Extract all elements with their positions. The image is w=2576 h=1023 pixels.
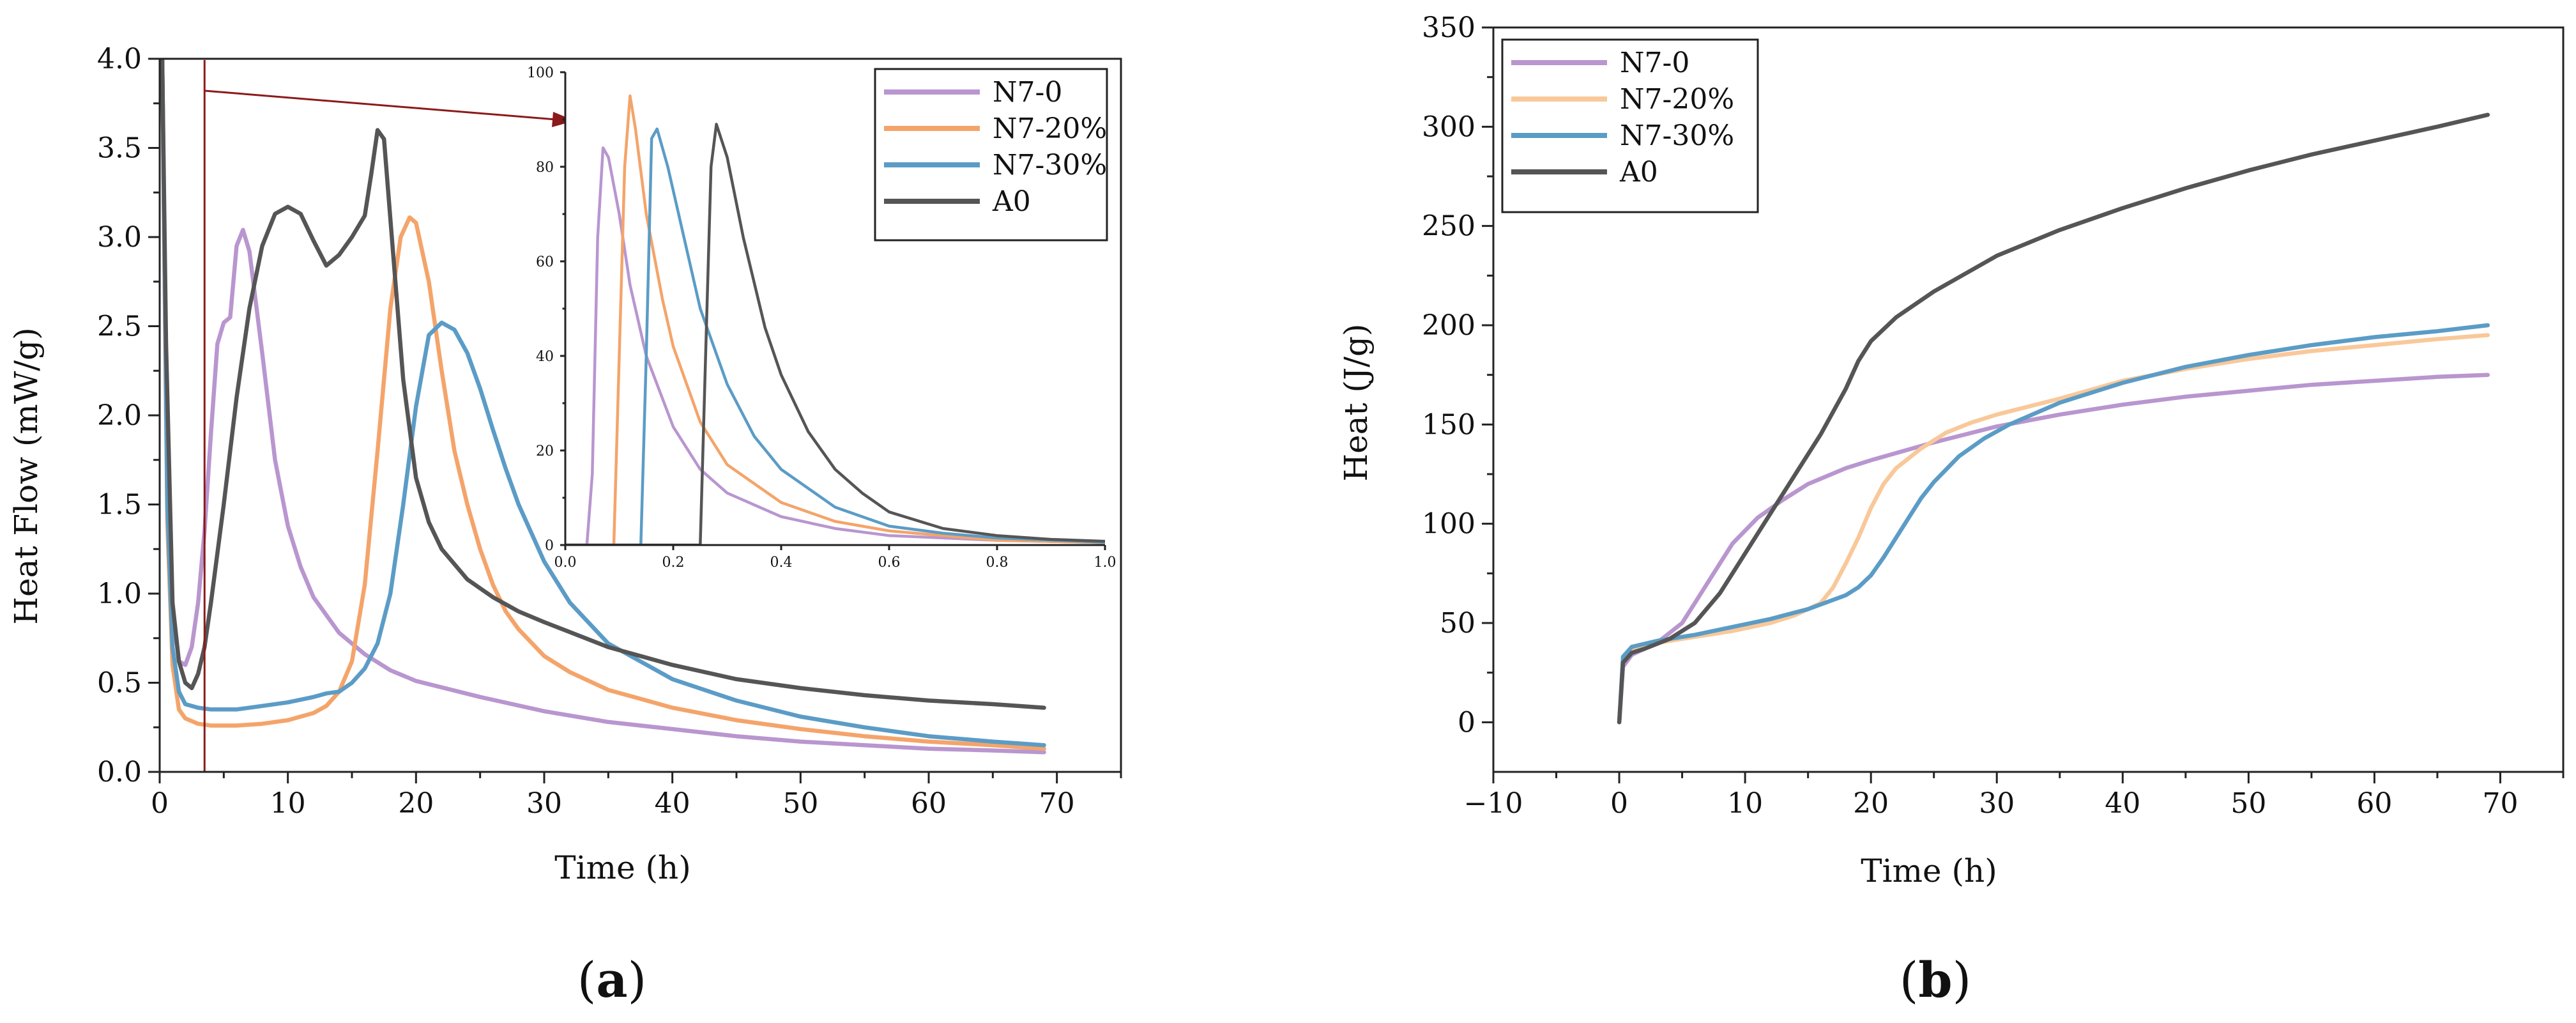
panel-b-chart: Heat (J/g) Time (h) −10 0 10 20 30 40 50 60 70 0 5… [1338,12,2565,1008]
panel-a-inset-x-tick-label: 0.4 [770,555,793,571]
panel-a-zoom-arrow [204,89,556,121]
panel-a-inset-series-a0 [565,123,1105,545]
panel-a-y-tick-label: 1.0 [97,578,142,610]
panel-a-x-tick-label: 70 [1039,787,1075,820]
panel-a-y-tick-label: 1.5 [97,489,142,521]
panel-b-x-tick-label: 30 [1979,787,2015,820]
panel-a-series-a0 [160,59,1046,710]
panel-a-series-n7-30pct [160,59,1046,748]
panel-b-x-tick-label: 10 [1727,787,1763,820]
panel-a-inset-y-tick-label: 40 [536,349,554,365]
panel-a-x-tick-label: 60 [911,787,947,820]
panel-a-inset-x-tick-label: 0.6 [878,555,901,571]
panel-b-series-n7-20pct [1617,333,2490,725]
panel-b-y-tick-label: 100 [1422,508,1475,541]
panel-a-y-tick-label: 0.0 [97,756,142,788]
panel-a-x-tick-label: 0 [151,787,169,820]
panel-b-x-axis-title: Time (h) [1861,852,1997,889]
panel-a-inset-y-tick-label: 60 [536,254,554,270]
panel-b-y-tick-label: 50 [1440,607,1475,640]
panel-b-series-n7-0 [1617,373,2490,725]
panel-a-inset-y-tick-label: 20 [536,443,554,459]
panel-a-inset-x-tick-label: 0.0 [554,555,577,571]
panel-a-y-tick-label: 2.0 [97,399,142,432]
panel-b-x-tick-label: 20 [1853,787,1889,820]
panel-b-x-tick-label: 0 [1610,787,1628,820]
panel-b-series-n7-30pct [1617,323,2490,725]
panel-a-axis-ticks: 0 10 20 30 40 50 60 70 0.0 0.5 1.0 1.5 2.0 2.5 3.0 3.5 4… [97,43,1122,820]
panel-b-y-tick-label: 150 [1422,408,1475,441]
panel-b-y-tick-label: 0 [1458,706,1475,739]
panel-a-legend: N7-0N7-20% N7-30% A0 [874,68,1108,242]
panel-a-legend-label-n7-20pct: N7-20% [993,112,1107,145]
panel-a-y-axis-title: Heat Flow (mW/g) [8,327,45,624]
panel-b-legend-label-n7-0: N7-0 [1620,47,1689,79]
panel-a-legend-label-n7-30pct: N7-30% [993,149,1107,181]
panel-b-series-group [1617,112,2490,725]
panel-b-x-tick-label: 70 [2482,787,2518,820]
panel-a-inset-y-tick-label: 0 [545,538,554,554]
panel-a-y-tick-label: 2.5 [97,311,142,343]
panel-b-y-axis-title: Heat (J/g) [1338,324,1375,482]
panel-a-legend-box [874,68,1108,242]
panel-a-label: (a) [577,951,647,1008]
panel-a-y-tick-label: 4.0 [97,43,142,75]
panel-b-x-tick-label: 60 [2356,787,2392,820]
panel-b-y-tick-label: 300 [1422,111,1475,143]
panel-a-y-tick-label: 3.0 [97,221,142,254]
panel-b-legend: N7-0 N7-20%N7-30% A0 [1501,38,1759,213]
panel-b-y-tick-label: 350 [1422,12,1475,44]
panel-b-series-a0 [1617,112,2490,725]
panel-a-series-n7-0 [160,59,1046,755]
panel-b-y-tick-label: 250 [1422,210,1475,243]
panel-a-inset-series-n7-30pct [565,127,1105,545]
panel-b-axis-ticks: −10 0 10 20 30 40 50 60 70 0 50 100 150 200 250 300 350 [1422,12,2565,820]
panel-b-y-tick-label: 200 [1422,309,1475,342]
panel-a-inset-series-group [565,94,1105,545]
panel-b-x-tick-label: 50 [2230,787,2266,820]
panel-b-x-tick-label: 40 [2105,787,2140,820]
panel-b-legend-label-n7-30pct: N7-30% [1620,119,1734,152]
panel-a-x-tick-label: 30 [526,787,562,820]
panel-b-legend-box [1501,38,1759,213]
panel-a-y-tick-label: 0.5 [97,667,142,700]
panel-a-chart: Heat Flow (mW/g) Time (h) 0 10 20 30 40 50 60 7… [8,43,1122,1008]
panel-a-x-tick-label: 20 [398,787,434,820]
panel-b-legend-label-n7-20pct: N7-20% [1620,83,1734,116]
panel-a-x-tick-label: 10 [270,787,306,820]
panel-a-x-tick-label: 50 [782,787,818,820]
panel-b-legend-label-a0: A0 [1619,156,1658,188]
panel-a-series-n7-20pct [160,59,1046,751]
panel-a-inset-series-n7-20pct [565,94,1105,545]
panel-a-x-tick-label: 40 [655,787,690,820]
panel-a-inset-x-tick-label: 0.8 [986,555,1009,571]
panel-a-legend-label-a0: A0 [992,185,1031,218]
panel-a-series-group [160,59,1046,755]
panel-b-x-tick-label: −10 [1464,787,1523,820]
panel-a-inset-y-tick-label: 100 [527,65,554,81]
panel-a-legend-label-n7-0: N7-0 [993,76,1062,109]
panel-a-y-tick-label: 3.5 [97,132,142,165]
panel-b-label: (b) [1900,951,1971,1008]
panel-a-inset-y-tick-label: 80 [536,160,554,176]
panel-a-inset-x-tick-label: 0.2 [662,555,685,571]
panel-a-x-axis-title: Time (h) [554,849,690,886]
panel-a-inset-x-tick-label: 1.0 [1094,555,1117,571]
panel-b-plot-frame [1492,26,2565,773]
